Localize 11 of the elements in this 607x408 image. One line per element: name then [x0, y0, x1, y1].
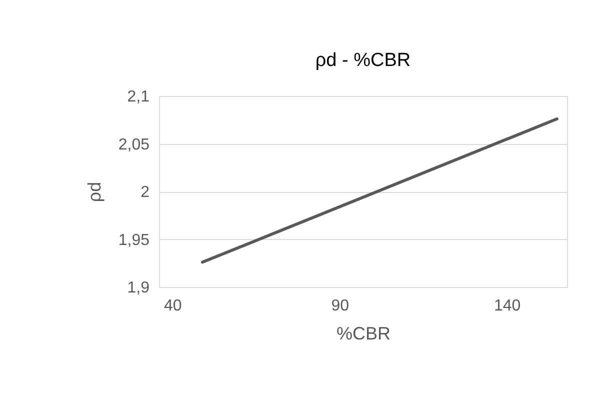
y-tick-label: 1,9 — [127, 280, 150, 296]
y-axis-title: ρd — [84, 182, 104, 202]
x-axis-title: %CBR — [336, 324, 391, 344]
x-tick-label: 90 — [331, 298, 350, 314]
y-tick-label: 2 — [140, 184, 150, 201]
y-tick-label: 2,05 — [118, 136, 150, 154]
x-tick-label: 140 — [494, 298, 521, 314]
chart-title: ρd - %CBR — [315, 50, 411, 71]
x-tick-label: 40 — [164, 298, 182, 314]
y-tick-label: 1,95 — [118, 232, 150, 249]
y-tick-label: 2,1 — [127, 88, 150, 106]
